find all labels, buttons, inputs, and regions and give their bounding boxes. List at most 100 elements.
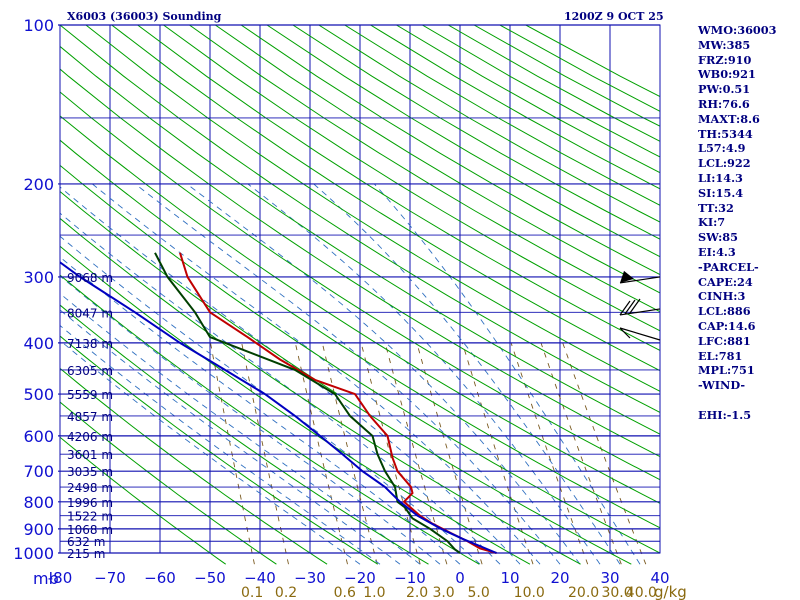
temperature-label: −40 (244, 569, 276, 587)
mixing-ratio-line (241, 342, 289, 565)
dry-adiabat-line (60, 274, 480, 565)
dry-adiabat-line (60, 164, 660, 554)
index-item: CINH:3 (698, 289, 746, 304)
temperature-label: 40 (650, 569, 669, 587)
index-item: MW:385 (698, 37, 751, 52)
dry-adiabat-line (60, 401, 277, 565)
temperature-label: −70 (94, 569, 126, 587)
height-label: 4206 m (67, 430, 113, 444)
moist-adiabat-line (134, 183, 561, 565)
index-item: TT:32 (698, 200, 734, 215)
mixing-ratio-line (540, 342, 622, 565)
temperature-axis-labels: -80 −70 −60 −50 −40 −30 −20 −10 0 10 20 30 40 (48, 569, 670, 587)
pressure-label: 100 (23, 16, 54, 35)
dry-adiabat-line (163, 25, 660, 332)
mixing-ratio-label: 5.0 (467, 585, 489, 600)
mixing-ratio-line (360, 342, 421, 565)
dry-adiabat-line (60, 217, 581, 565)
pressure-axis-labels: 100 200 300 400 500 600 700 800 900 1000 (13, 16, 54, 563)
index-item: RH:76.6 (698, 96, 750, 111)
isotherm-layer (60, 25, 660, 553)
temperature-label: −30 (294, 569, 326, 587)
index-item: LCL:886 (698, 304, 751, 319)
moist-adiabat-line (60, 324, 381, 565)
height-label: 3601 m (67, 448, 113, 462)
mixing-ratio-label: 30.0 (601, 585, 632, 600)
pressure-label: 600 (23, 427, 54, 446)
mixing-ratio-label: 20.0 (568, 585, 599, 600)
index-item: CAPE:24 (698, 274, 753, 289)
height-label: 3035 m (67, 465, 113, 479)
wind-barb-feather (624, 299, 636, 315)
temperature-label: -80 (48, 569, 73, 587)
index-item: -WIND- (698, 378, 746, 393)
index-item (698, 393, 777, 408)
index-item: LCL:922 (698, 156, 751, 171)
height-label: 1068 m (67, 523, 113, 537)
moist-adiabat-line (92, 183, 541, 565)
height-label: 632 m (67, 535, 105, 549)
moist-adiabat-line (60, 235, 481, 565)
dry-adiabat-line (60, 304, 429, 565)
temperature-label: −10 (394, 569, 426, 587)
moist-adiabat-line (60, 186, 521, 565)
wind-barb-pennant (620, 270, 634, 283)
index-item: EI:4.3 (698, 244, 736, 259)
height-label: 215 m (67, 547, 105, 561)
mixing-ratio-line (294, 342, 348, 565)
moist-adiabat-layer (60, 183, 641, 565)
mixing-ratio-layer (210, 342, 647, 565)
mixing-ratio-label: 0.1 (241, 585, 263, 600)
mixing-ratio-line (384, 342, 448, 565)
mixing-ratio-label: 0.6 (334, 585, 356, 600)
dry-adiabat-line (215, 25, 660, 294)
dewpoint-profile-line (154, 252, 461, 554)
pressure-label: 700 (23, 462, 54, 481)
dry-adiabat-line (60, 139, 660, 529)
dry-adiabat-line (60, 335, 379, 565)
index-item: CAP:14.6 (698, 318, 756, 333)
height-label: 1996 m (67, 496, 113, 510)
mixing-ratio-label: 1.0 (363, 585, 385, 600)
dry-adiabat-line (60, 68, 660, 458)
pressure-label: 200 (23, 175, 54, 194)
index-item: L57:4.9 (698, 141, 746, 156)
wind-barb-feather (619, 327, 631, 339)
index-item: MAXT:8.6 (698, 111, 760, 126)
dry-adiabat-line (85, 25, 660, 392)
wind-barb-feather (619, 300, 631, 316)
height-label: 6305 m (67, 364, 113, 378)
dry-adiabat-line (60, 115, 660, 504)
dry-adiabat-line (60, 190, 632, 565)
index-item: FRZ:910 (698, 52, 752, 67)
height-label: 1522 m (67, 510, 113, 524)
moist-adiabat-line (247, 183, 601, 565)
wind-barb-feather (629, 298, 641, 314)
mixing-ratio-label: 2.0 (406, 585, 428, 600)
temperature-label: 30 (600, 569, 619, 587)
height-label: 5559 m (67, 388, 113, 402)
mixing-ratio-line (562, 342, 647, 565)
index-item: LFC:881 (698, 333, 751, 348)
temperature-label: 0 (455, 569, 465, 587)
wind-barb-staff (619, 308, 661, 316)
temperature-label: −20 (344, 569, 376, 587)
pressure-label: 900 (23, 520, 54, 539)
height-label: 7138 m (67, 337, 113, 351)
mixing-ratio-line (461, 342, 534, 565)
dry-adiabat-line (137, 25, 660, 352)
mixing-ratio-line (321, 342, 378, 565)
mixing-ratio-label: 0.2 (275, 585, 297, 600)
index-item: LI:14.3 (698, 170, 743, 185)
height-label: 4857 m (67, 410, 113, 424)
dry-adiabat-line (111, 25, 660, 372)
moist-adiabat-line (60, 292, 421, 565)
dry-adiabat-line (240, 25, 660, 276)
height-label: 8047 m (67, 306, 113, 320)
dry-adiabat-line (189, 25, 660, 313)
index-item: WMO:36003 (698, 23, 777, 37)
temperature-label: 20 (550, 569, 569, 587)
isobar-layer (58, 24, 661, 554)
temperature-label: 10 (500, 569, 519, 587)
